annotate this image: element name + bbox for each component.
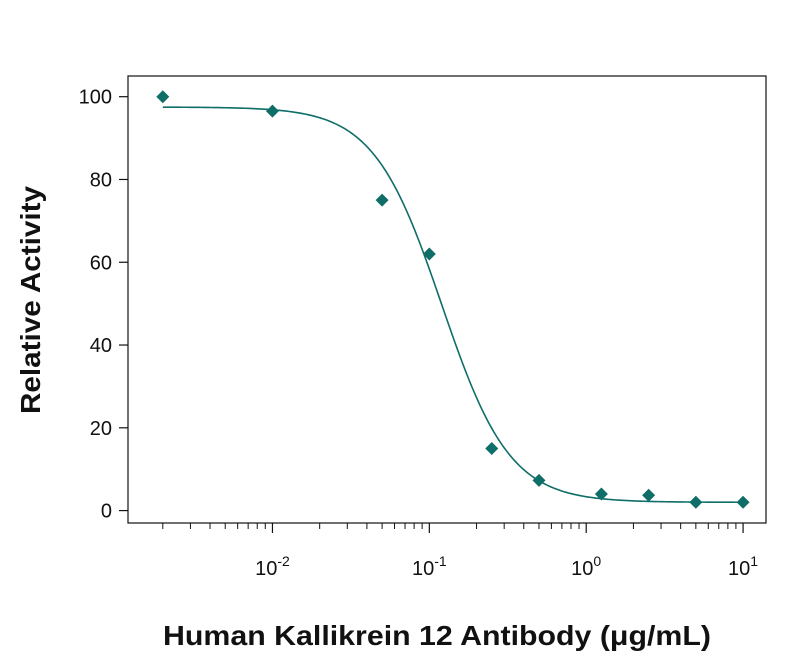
y-tick-label-60: 60: [90, 252, 112, 274]
data-point-5: [485, 442, 498, 455]
x-tick-label: 10-2: [255, 553, 290, 580]
y-axis: 0 20 40 60 80 100: [79, 87, 128, 523]
y-tick-label-20: 20: [90, 418, 112, 440]
fit-curve: [163, 107, 743, 502]
y-tick-label-0: 0: [101, 501, 112, 523]
y-tick-label-100: 100: [79, 87, 112, 109]
data-point-6: [532, 474, 545, 487]
x-tick-label: 10-1: [412, 553, 447, 580]
plot-area-frame: [128, 76, 766, 523]
data-point-3: [376, 194, 389, 207]
data-point-1: [156, 90, 169, 103]
data-point-2: [266, 105, 279, 118]
x-tick-label: 100: [571, 553, 601, 580]
y-axis-title: Relative Activity: [15, 186, 46, 414]
x-axis-title: Human Kallikrein 12 Antibody (μg/mL): [163, 620, 711, 651]
y-tick-label-40: 40: [90, 335, 112, 357]
data-points: [156, 90, 749, 509]
data-point-9: [689, 496, 702, 509]
x-axis: 10-2 10-1 100 101: [163, 523, 759, 580]
data-point-10: [737, 496, 750, 509]
y-tick-label-80: 80: [90, 169, 112, 191]
x-tick-label: 101: [728, 553, 758, 580]
data-point-8: [642, 489, 655, 502]
